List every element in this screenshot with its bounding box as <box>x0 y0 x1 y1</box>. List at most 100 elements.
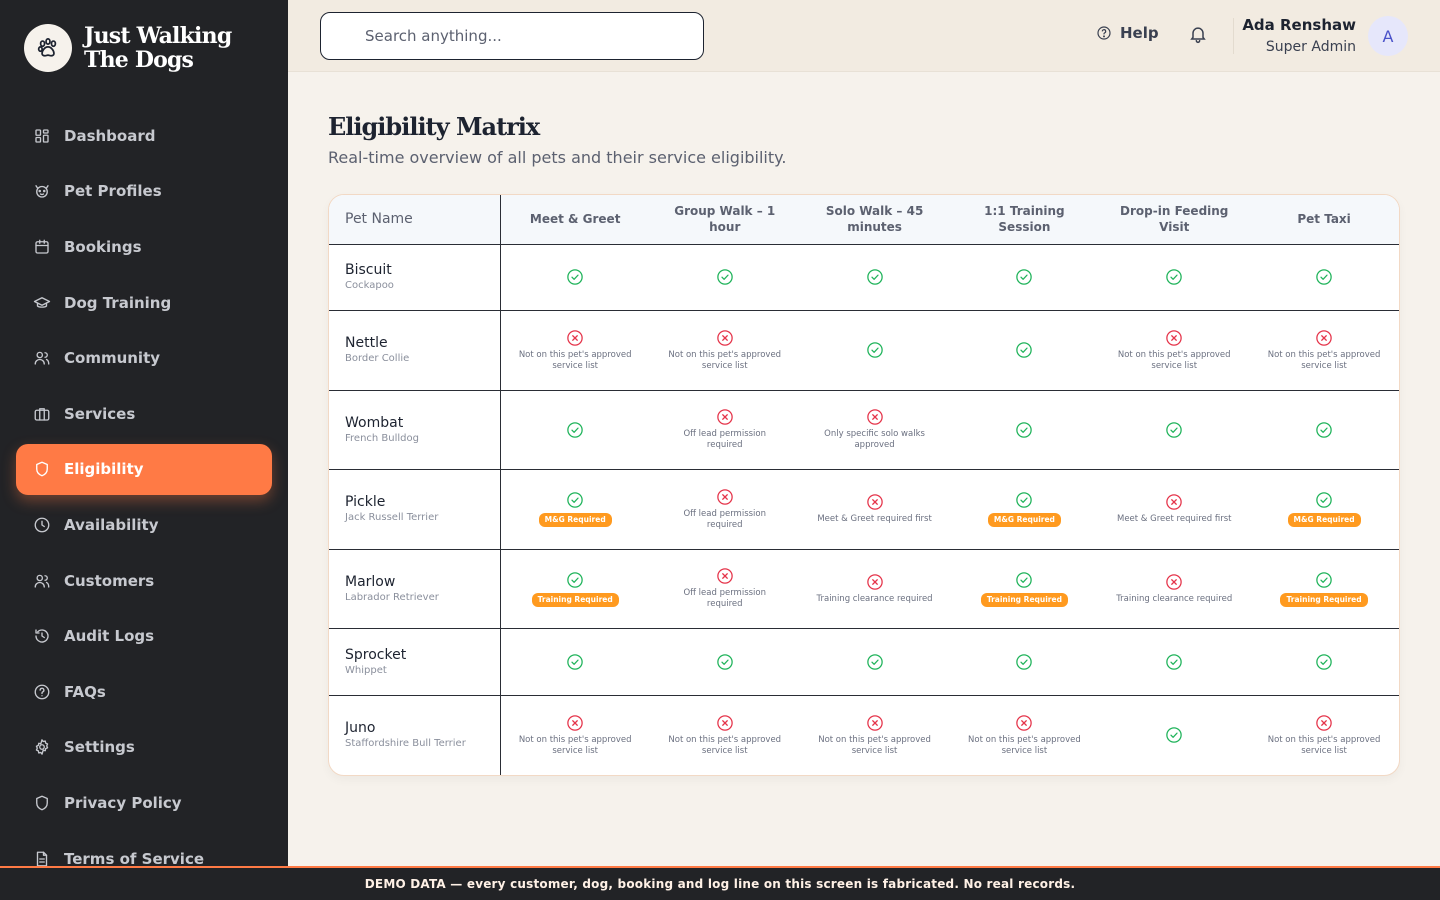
check-circle-icon <box>566 491 584 509</box>
sidebar-item-dog-training[interactable]: Dog Training <box>16 277 272 329</box>
eligibility-cell: Not on this pet's approved service list <box>500 310 650 391</box>
x-circle-icon <box>566 714 584 732</box>
paw-logo-icon <box>24 24 72 72</box>
brand-name: Just Walking The Dogs <box>84 24 232 72</box>
pet-name: Nettle <box>345 335 388 351</box>
pet-cell[interactable]: Sprocket Whippet <box>329 628 501 696</box>
column-header-drop-in-feeding-visit: Drop-in Feeding Visit <box>1099 195 1250 245</box>
check-circle-icon <box>566 268 584 286</box>
eligibility-status <box>963 341 1085 359</box>
sidebar-item-label: Bookings <box>64 237 142 256</box>
notifications-button[interactable] <box>1188 24 1210 48</box>
eligibility-status: Not on this pet's approved service list <box>1113 329 1235 372</box>
user-info[interactable]: Ada Renshaw Super Admin <box>1242 14 1356 58</box>
sidebar-item-pet-profiles[interactable]: Pet Profiles <box>16 166 272 218</box>
eligibility-status <box>664 653 786 671</box>
sidebar-item-faqs[interactable]: FAQs <box>16 666 272 718</box>
sidebar-item-label: Dog Training <box>64 293 172 312</box>
help-button[interactable]: Help <box>1096 24 1159 42</box>
table-row: Sprocket Whippet <box>329 628 1399 696</box>
ineligible-reason: Meet & Greet required first <box>817 514 932 524</box>
sidebar-item-services[interactable]: Services <box>16 388 272 440</box>
eligibility-cell: Not on this pet's approved service list <box>649 310 800 391</box>
eligibility-status: Training Required <box>963 571 1085 607</box>
eligibility-cell: M&G Required <box>949 469 1100 550</box>
x-circle-icon <box>1165 573 1183 591</box>
check-circle-icon <box>1315 571 1333 589</box>
eligibility-cell: Off lead permission required <box>649 390 800 470</box>
x-circle-icon <box>1315 329 1333 347</box>
avatar[interactable]: A <box>1368 16 1408 56</box>
sidebar-item-label: Terms of Service <box>64 849 205 866</box>
eligibility-cell <box>1099 390 1250 470</box>
sidebar-item-dashboard[interactable]: Dashboard <box>16 110 272 162</box>
search-input[interactable] <box>320 12 704 60</box>
ineligible-reason: Not on this pet's approved service list <box>1267 734 1381 756</box>
eligibility-status <box>1113 726 1235 744</box>
eligibility-cell: Training Required <box>1249 549 1399 629</box>
eligibility-cell <box>799 628 950 696</box>
pet-cell[interactable]: Nettle Border Collie <box>329 310 501 391</box>
eligibility-status <box>1113 421 1235 439</box>
eligibility-table: Pet Name Meet & Greet Group Walk – 1 hour… <box>328 194 1400 776</box>
sidebar-item-terms-of-service[interactable]: Terms of Service <box>16 833 272 866</box>
eligibility-cell: Meet & Greet required first <box>799 469 950 550</box>
help-label: Help <box>1120 24 1159 42</box>
eligibility-cell: Training clearance required <box>1099 549 1250 629</box>
sidebar-nav: Dashboard Pet Profiles Bookings Dog Trainin… <box>0 96 288 866</box>
x-circle-icon <box>566 329 584 347</box>
eligibility-status: M&G Required <box>1263 491 1385 527</box>
eligibility-status: Off lead permission required <box>664 488 786 531</box>
eligibility-status <box>814 653 936 671</box>
column-header-pet-taxi: Pet Taxi <box>1249 195 1399 245</box>
pet-cell[interactable]: Pickle Jack Russell Terrier <box>329 469 501 550</box>
sidebar-item-label: Availability <box>64 515 159 534</box>
user-name: Ada Renshaw <box>1242 16 1356 34</box>
eligibility-cell: Meet & Greet required first <box>1099 469 1250 550</box>
eligibility-status: Not on this pet's approved service list <box>515 714 636 757</box>
pet-name: Marlow <box>345 573 396 590</box>
eligibility-cell <box>1249 390 1399 470</box>
sidebar-item-label: Settings <box>64 738 135 757</box>
pet-breed: Jack Russell Terrier <box>345 512 439 523</box>
sidebar-item-audit-logs[interactable]: Audit Logs <box>16 610 272 662</box>
page-title: Eligibility Matrix <box>328 112 540 141</box>
ineligible-reason: Not on this pet's approved service list <box>668 734 782 756</box>
eligibility-status <box>1263 653 1385 671</box>
sidebar-item-customers[interactable]: Customers <box>16 555 272 607</box>
ineligible-reason: Off lead permission required <box>683 588 767 609</box>
sidebar-item-availability[interactable]: Availability <box>16 499 272 551</box>
sidebar-item-community[interactable]: Community <box>16 332 272 384</box>
eligibility-status <box>1113 653 1235 671</box>
sidebar-item-settings[interactable]: Settings <box>16 722 272 774</box>
eligibility-cell: Training Required <box>500 549 650 629</box>
eligibility-cell <box>949 390 1100 470</box>
eligibility-status: Off lead permission required <box>664 408 786 451</box>
sidebar-item-eligibility[interactable]: Eligibility <box>16 443 272 496</box>
sidebar-item-privacy-policy[interactable]: Privacy Policy <box>16 777 272 829</box>
check-circle-icon <box>866 341 884 359</box>
table-row: Nettle Border Collie Not on this pet's app… <box>329 310 1399 391</box>
pet-cell[interactable]: Biscuit Cockapoo <box>329 244 501 311</box>
check-circle-icon <box>1315 268 1333 286</box>
ineligible-reason: Not on this pet's approved service list <box>518 734 632 756</box>
check-circle-icon <box>1315 491 1333 509</box>
check-circle-icon <box>566 653 584 671</box>
pet-cell[interactable]: Juno Staffordshire Bull Terrier <box>329 695 501 775</box>
pet-cell[interactable]: Wombat French Bulldog <box>329 390 501 470</box>
table-row: Wombat French Bulldog Off lead permission … <box>329 390 1399 470</box>
calendar-icon <box>32 237 52 257</box>
ineligible-reason: Not on this pet's approved service list <box>668 349 782 371</box>
eligibility-cell: M&G Required <box>1249 469 1399 550</box>
check-circle-icon <box>1015 268 1033 286</box>
eligibility-cell <box>949 244 1100 311</box>
sidebar-item-bookings[interactable]: Bookings <box>16 221 272 273</box>
pet-cell[interactable]: Marlow Labrador Retriever <box>329 549 501 629</box>
eligibility-cell <box>1099 695 1249 775</box>
graduation-cap-icon <box>32 293 52 313</box>
sidebar-item-label: FAQs <box>64 682 106 701</box>
eligibility-cell: Not on this pet's approved service list <box>650 695 800 775</box>
eligibility-cell <box>799 310 950 391</box>
column-header-meet-greet: Meet & Greet <box>500 195 650 245</box>
brand[interactable]: Just Walking The Dogs <box>0 0 288 96</box>
